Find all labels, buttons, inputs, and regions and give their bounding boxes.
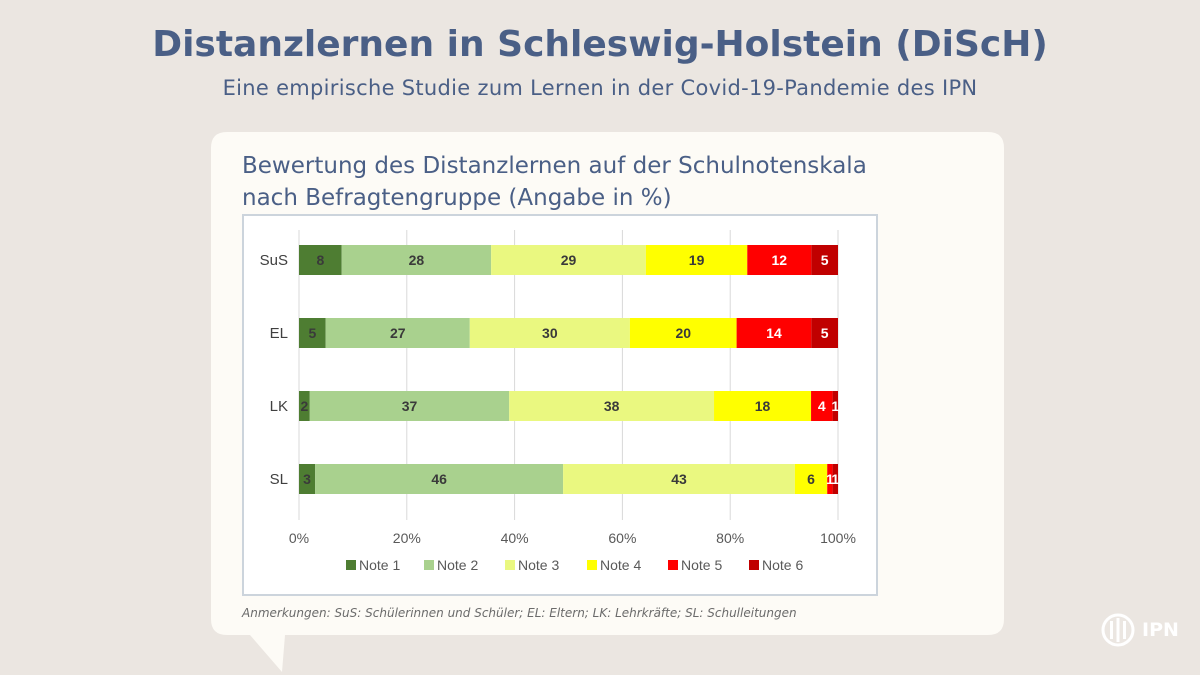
- ipn-logo: IPN: [1100, 612, 1179, 648]
- x-tick-label: 80%: [716, 530, 744, 546]
- data-label: 1: [831, 471, 839, 487]
- data-label: 46: [431, 471, 447, 487]
- data-label: 38: [604, 398, 620, 414]
- data-label: 5: [821, 325, 829, 341]
- category-label: SL: [270, 471, 288, 488]
- legend-swatch: [749, 560, 759, 570]
- data-label: 1: [826, 471, 834, 487]
- bar-segment: [509, 391, 715, 421]
- bar-segment: [299, 391, 310, 421]
- legend-label: Note 5: [681, 557, 722, 573]
- bar-segment: [811, 245, 838, 275]
- legend-swatch: [587, 560, 597, 570]
- category-label: SuS: [260, 252, 288, 269]
- data-label: 28: [409, 252, 425, 268]
- bar-segment: [736, 318, 812, 348]
- chart-frame: 8 28 29 19 12 5 5 27 30 20 14 5 2 37 38 18 4 1 3 46 43 6 1 1 Su…: [242, 214, 878, 596]
- legend-label: Note 3: [518, 557, 559, 573]
- chart-heading-line-2: nach Befragtengruppe (Angabe in %): [242, 185, 672, 211]
- bar-segment: [794, 464, 828, 494]
- data-label: 20: [675, 325, 691, 341]
- legend-swatch: [505, 560, 515, 570]
- data-label: 19: [689, 252, 705, 268]
- legend-label: Note 4: [600, 557, 641, 573]
- bar-segment: [469, 318, 630, 348]
- data-label: 1: [831, 398, 839, 414]
- x-tick-label: 20%: [393, 530, 421, 546]
- x-axis-ticks: 0% 20% 40% 60% 80% 100%: [289, 530, 856, 546]
- data-label: 5: [308, 325, 316, 341]
- bar-segment: [645, 245, 748, 275]
- bars: [299, 245, 838, 494]
- data-label: 3: [303, 471, 311, 487]
- chart-footnote: Anmerkungen: SuS: Schülerinnen und Schül…: [242, 606, 797, 620]
- data-label: 5: [821, 252, 829, 268]
- page-subtitle: Eine empirische Studie zum Lernen in der…: [222, 76, 978, 100]
- bar-segment: [747, 245, 812, 275]
- bar-segment: [832, 391, 838, 421]
- page-title: Distanzlernen in Schleswig-Holstein (DiS…: [152, 24, 1048, 65]
- data-labels: 8 28 29 19 12 55 27 30 20 14 52 37 38 18 4 13 46 43 6 11: [300, 252, 839, 487]
- legend-swatch: [346, 560, 356, 570]
- category-label: LK: [270, 398, 288, 415]
- data-label: 12: [772, 252, 788, 268]
- bar-segment: [341, 245, 492, 275]
- bar-segment: [315, 464, 564, 494]
- category-labels: SuS EL LK SL: [260, 252, 288, 488]
- bar-segment: [309, 391, 510, 421]
- data-label: 30: [542, 325, 558, 341]
- ipn-logo-text: IPN: [1142, 619, 1179, 641]
- bar-segment: [629, 318, 737, 348]
- bar-segment: [714, 391, 812, 421]
- bar-segment: [325, 318, 470, 348]
- stacked-bar-chart: 8 28 29 19 12 55 27 30 20 14 52 37 38 18 4 13 46 43 6 11 Su…: [260, 230, 856, 573]
- data-label: 18: [755, 398, 771, 414]
- data-label: 29: [561, 252, 577, 268]
- data-label: 4: [818, 398, 826, 414]
- bar-segment: [491, 245, 646, 275]
- data-label: 6: [807, 471, 815, 487]
- bar-segment: [563, 464, 795, 494]
- chart-heading: Bewertung des Distanzlernen auf der Schu…: [242, 150, 942, 214]
- data-label: 43: [671, 471, 687, 487]
- bar-segment: [811, 318, 838, 348]
- bar-segment: [832, 464, 838, 494]
- legend-swatch: [668, 560, 678, 570]
- bar-segment: [299, 318, 326, 348]
- x-tick-label: 0%: [289, 530, 309, 546]
- bar-segment: [299, 464, 316, 494]
- bar-segment: [811, 391, 833, 421]
- x-tick-label: 40%: [501, 530, 529, 546]
- bar-segment: [299, 245, 342, 275]
- data-label: 37: [402, 398, 418, 414]
- category-label: EL: [270, 325, 288, 342]
- legend-label: Note 2: [437, 557, 478, 573]
- ipn-logo-icon: [1101, 613, 1135, 647]
- legend-label: Note 6: [762, 557, 803, 573]
- legend: Note 1 Note 2 Note 3 Note 4 Note 5 Note 6: [346, 557, 803, 573]
- x-tick-label: 100%: [820, 530, 856, 546]
- x-tick-label: 60%: [608, 530, 636, 546]
- bar-segment: [827, 464, 833, 494]
- data-label: 27: [390, 325, 406, 341]
- chart-heading-line-1: Bewertung des Distanzlernen auf der Schu…: [242, 153, 867, 179]
- data-label: 14: [766, 325, 782, 341]
- data-label: 8: [316, 252, 324, 268]
- legend-swatch: [424, 560, 434, 570]
- legend-label: Note 1: [359, 557, 400, 573]
- data-label: 2: [300, 398, 308, 414]
